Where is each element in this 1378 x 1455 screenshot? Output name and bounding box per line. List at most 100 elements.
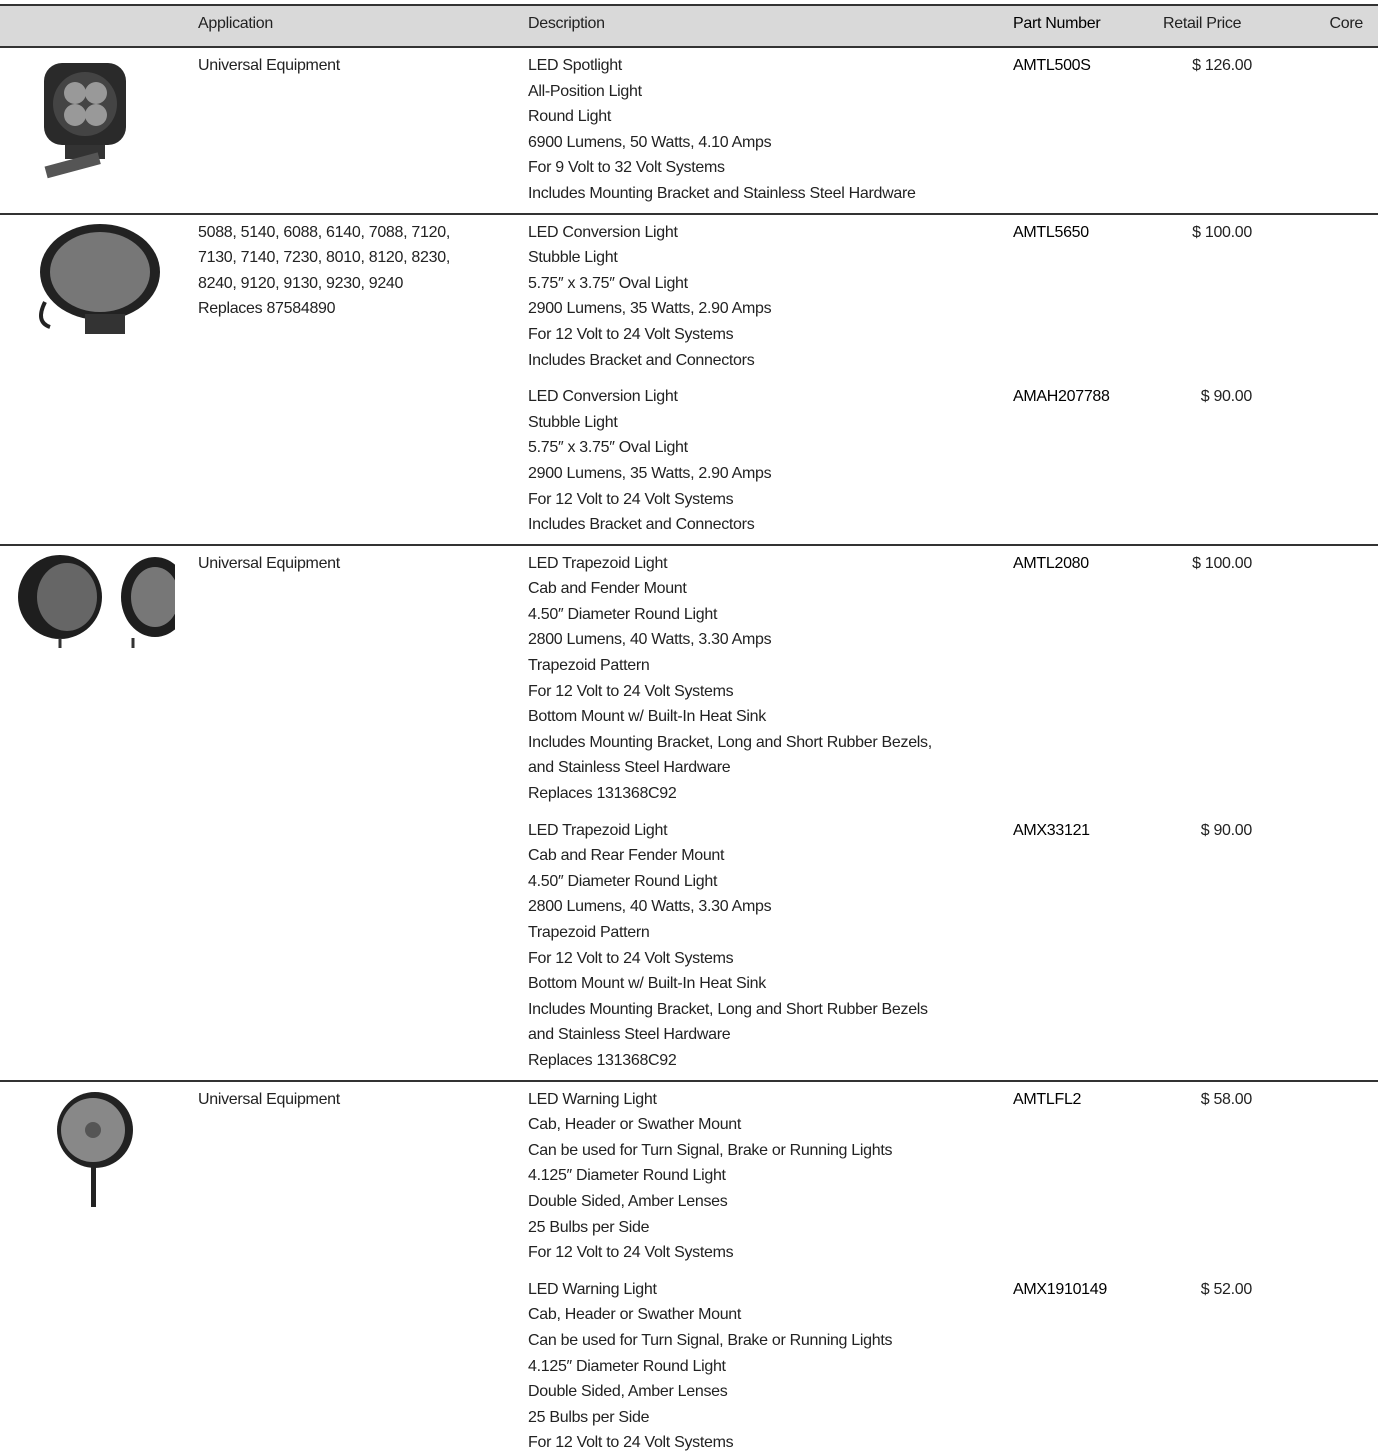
application-line: 8240, 9120, 9130, 9230, 9240 xyxy=(198,274,404,292)
description-line: Includes Bracket and Connectors xyxy=(528,351,755,369)
retail-price: $ 90.00 xyxy=(1200,821,1253,839)
description-line: Cab and Rear Fender Mount xyxy=(528,847,725,865)
description-line: Replaces 131368C92 xyxy=(528,785,677,803)
description-line: 2900 Lumens, 35 Watts, 2.90 Amps xyxy=(528,464,772,482)
application-line: Universal Equipment xyxy=(198,554,340,572)
product-image xyxy=(57,1092,133,1207)
application-line: Replaces 87584890 xyxy=(198,300,336,318)
description-line: 2900 Lumens, 35 Watts, 2.90 Amps xyxy=(528,300,772,318)
application-line: 7130, 7140, 7230, 8010, 8120, 8230, xyxy=(198,249,450,267)
product-row: Universal Equipment LED Trapezoid Light Ca… xyxy=(0,551,1378,807)
description: LED Spotlight All-Position Light Round Lig… xyxy=(528,53,1378,207)
retail-price: $ 126.00 xyxy=(1192,57,1252,74)
application: Universal Equipment xyxy=(198,1087,340,1113)
description-line: All-Position Light xyxy=(528,82,642,100)
description-line: 5.75″ x 3.75″ Oval Light xyxy=(528,439,688,457)
table-header: Application Description Part Number Reta… xyxy=(0,4,1378,48)
description-line: 25 Bulbs per Side xyxy=(528,1408,650,1426)
description-line: For 12 Volt to 24 Volt Systems xyxy=(528,1434,734,1452)
column-header: Application xyxy=(198,15,273,32)
description-line: LED Trapezoid Light xyxy=(528,821,668,839)
application: Universal Equipment xyxy=(198,551,340,577)
description-line: Double Sided, Amber Lenses xyxy=(528,1383,728,1401)
description-line: LED Warning Light xyxy=(528,1280,657,1298)
description-line: 4.50″ Diameter Round Light xyxy=(528,605,718,623)
description-line: 4.125″ Diameter Round Light xyxy=(528,1357,726,1375)
description-line: 4.125″ Diameter Round Light xyxy=(528,1167,726,1185)
description-line: LED Conversion Light xyxy=(528,388,678,406)
description-line: For 12 Volt to 24 Volt Systems xyxy=(528,325,734,343)
product-group: Universal Equipment LED Warning Light Cab,… xyxy=(0,1082,1378,1455)
retail-price: $ 90.00 xyxy=(1200,388,1253,406)
application: Universal Equipment xyxy=(198,53,340,79)
description-line: 2800 Lumens, 40 Watts, 3.30 Amps xyxy=(528,631,772,649)
description-line: LED Warning Light xyxy=(528,1090,657,1108)
description-line: For 12 Volt to 24 Volt Systems xyxy=(528,682,734,700)
description: LED Warning Light Cab, Header or Swather … xyxy=(528,1087,1378,1266)
description-line: For 12 Volt to 24 Volt Systems xyxy=(528,949,734,967)
table-body: Universal Equipment LED Spotlight All-Posi… xyxy=(0,48,1378,1455)
description-line: Trapezoid Pattern xyxy=(528,924,650,941)
product-row: Universal Equipment LED Warning Light Cab,… xyxy=(0,1087,1378,1266)
column-header: Part Number xyxy=(1013,15,1101,32)
part-number: AMTL500S xyxy=(1013,57,1091,74)
description-line: LED Spotlight xyxy=(528,57,622,74)
part-number: AMX33121 xyxy=(1013,821,1090,839)
product-image xyxy=(39,224,160,334)
description-line: Includes Mounting Bracket, Long and Shor… xyxy=(528,733,932,751)
description-line: Double Sided, Amber Lenses xyxy=(528,1192,728,1210)
description: LED Trapezoid Light Cab and Fender Mount 4… xyxy=(528,551,1378,807)
part-number: AMTL2080 xyxy=(1013,554,1089,572)
product-row: LED Trapezoid Light Cab and Rear Fender M… xyxy=(0,818,1378,1074)
description-line: Can be used for Turn Signal, Brake or Ru… xyxy=(528,1141,893,1159)
description-line: LED Trapezoid Light xyxy=(528,554,668,572)
description-line: Cab, Header or Swather Mount xyxy=(528,1306,742,1324)
product-group: 5088, 5140, 6088, 6140, 7088, 7120, 7130,… xyxy=(0,215,1378,546)
retail-price: $ 52.00 xyxy=(1200,1280,1253,1298)
description-line: Includes Mounting Bracket and Stainless … xyxy=(528,184,916,202)
description: LED Trapezoid Light Cab and Rear Fender M… xyxy=(528,818,1378,1074)
description-line: Trapezoid Pattern xyxy=(528,657,650,675)
column-header: Core xyxy=(1329,15,1364,32)
description-line: Stubble Light xyxy=(528,413,618,431)
description-line: 2800 Lumens, 40 Watts, 3.30 Amps xyxy=(528,898,772,916)
application: 5088, 5140, 6088, 6140, 7088, 7120, 7130,… xyxy=(198,220,450,322)
application-line: Universal Equipment xyxy=(198,57,340,74)
part-number: AMTL5650 xyxy=(1013,223,1089,241)
description-line: and Stainless Steel Hardware xyxy=(528,1026,731,1044)
description-line: Cab and Fender Mount xyxy=(528,580,687,598)
description-line: Bottom Mount w/ Built-In Heat Sink xyxy=(528,975,766,993)
product-image xyxy=(18,555,175,648)
description: LED Warning Light Cab, Header or Swather … xyxy=(528,1277,1378,1455)
product-image xyxy=(44,63,126,179)
part-number: AMAH207788 xyxy=(1013,388,1110,406)
description: LED Conversion Light Stubble Light 5.75″ x… xyxy=(528,220,1378,374)
description-line: 25 Bulbs per Side xyxy=(528,1218,650,1236)
product-row: LED Conversion Light Stubble Light 5.75″ x… xyxy=(0,384,1378,538)
retail-price: $ 100.00 xyxy=(1192,554,1252,572)
description-line: Round Light xyxy=(528,108,611,126)
description-line: For 12 Volt to 24 Volt Systems xyxy=(528,1244,734,1262)
description: LED Conversion Light Stubble Light 5.75″ x… xyxy=(528,384,1378,538)
description-line: Includes Mounting Bracket, Long and Shor… xyxy=(528,1000,928,1018)
description-line: LED Conversion Light xyxy=(528,223,678,241)
column-header: Retail Price xyxy=(1163,15,1242,32)
product-row: Universal Equipment LED Spotlight All-Posi… xyxy=(0,53,1378,207)
application-line: Universal Equipment xyxy=(198,1090,340,1108)
product-group: Universal Equipment LED Spotlight All-Posi… xyxy=(0,48,1378,215)
product-row: 5088, 5140, 6088, 6140, 7088, 7120, 7130,… xyxy=(0,220,1378,374)
description-line: Cab, Header or Swather Mount xyxy=(528,1116,742,1134)
description-line: For 12 Volt to 24 Volt Systems xyxy=(528,490,734,508)
description-line: 5.75″ x 3.75″ Oval Light xyxy=(528,274,688,292)
product-group: Universal Equipment LED Trapezoid Light Ca… xyxy=(0,546,1378,1082)
description-line: Bottom Mount w/ Built-In Heat Sink xyxy=(528,708,766,726)
part-number: AMTLFL2 xyxy=(1013,1090,1082,1108)
description-line: Can be used for Turn Signal, Brake or Ru… xyxy=(528,1331,893,1349)
description-line: Replaces 131368C92 xyxy=(528,1051,677,1069)
product-row: LED Warning Light Cab, Header or Swather … xyxy=(0,1277,1378,1455)
retail-price: $ 58.00 xyxy=(1200,1090,1253,1108)
part-number: AMX1910149 xyxy=(1013,1280,1107,1298)
description-line: Includes Bracket and Connectors xyxy=(528,516,755,534)
description-line: Stubble Light xyxy=(528,249,618,267)
